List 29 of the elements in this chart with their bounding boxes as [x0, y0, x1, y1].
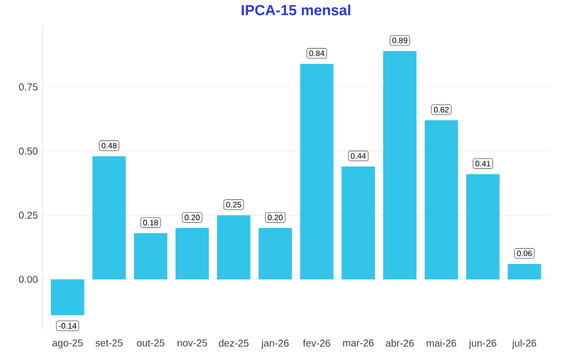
x-tick-label: out-25 [136, 339, 164, 346]
bar [508, 264, 542, 280]
x-tick-label: jan-26 [261, 339, 289, 349]
bar [342, 166, 375, 280]
y-tick-label: 0.00 [18, 276, 38, 283]
bar [92, 156, 126, 280]
x-tick-label: dez-25 [218, 339, 249, 347]
bar [424, 120, 458, 280]
x-tick-label: ago-25 [52, 339, 83, 348]
bar [134, 233, 168, 280]
x-tick-label: jun-26 [468, 339, 496, 349]
bar [300, 64, 334, 280]
x-tick-label: jul-26 [512, 339, 536, 349]
x-tick-label: abr-26 [386, 339, 414, 347]
x-tick-label: mai-26 [426, 339, 456, 347]
x-tick-label: nov-25 [178, 339, 207, 346]
x-tick-label: fev-26 [303, 339, 330, 347]
bar [383, 50, 416, 280]
bar [258, 228, 292, 280]
x-tick-label: mar-26 [343, 339, 374, 346]
bar [217, 215, 250, 280]
y-tick-label: 0.25 [18, 212, 38, 219]
bar [176, 228, 209, 280]
bar [50, 279, 84, 316]
y-tick-label: 0.50 [18, 148, 38, 155]
bar [466, 174, 500, 280]
x-tick-label: set-25 [96, 339, 123, 346]
y-tick-label: 0.75 [18, 83, 38, 90]
chart-title: IPCA-15 mensal [242, 4, 350, 16]
